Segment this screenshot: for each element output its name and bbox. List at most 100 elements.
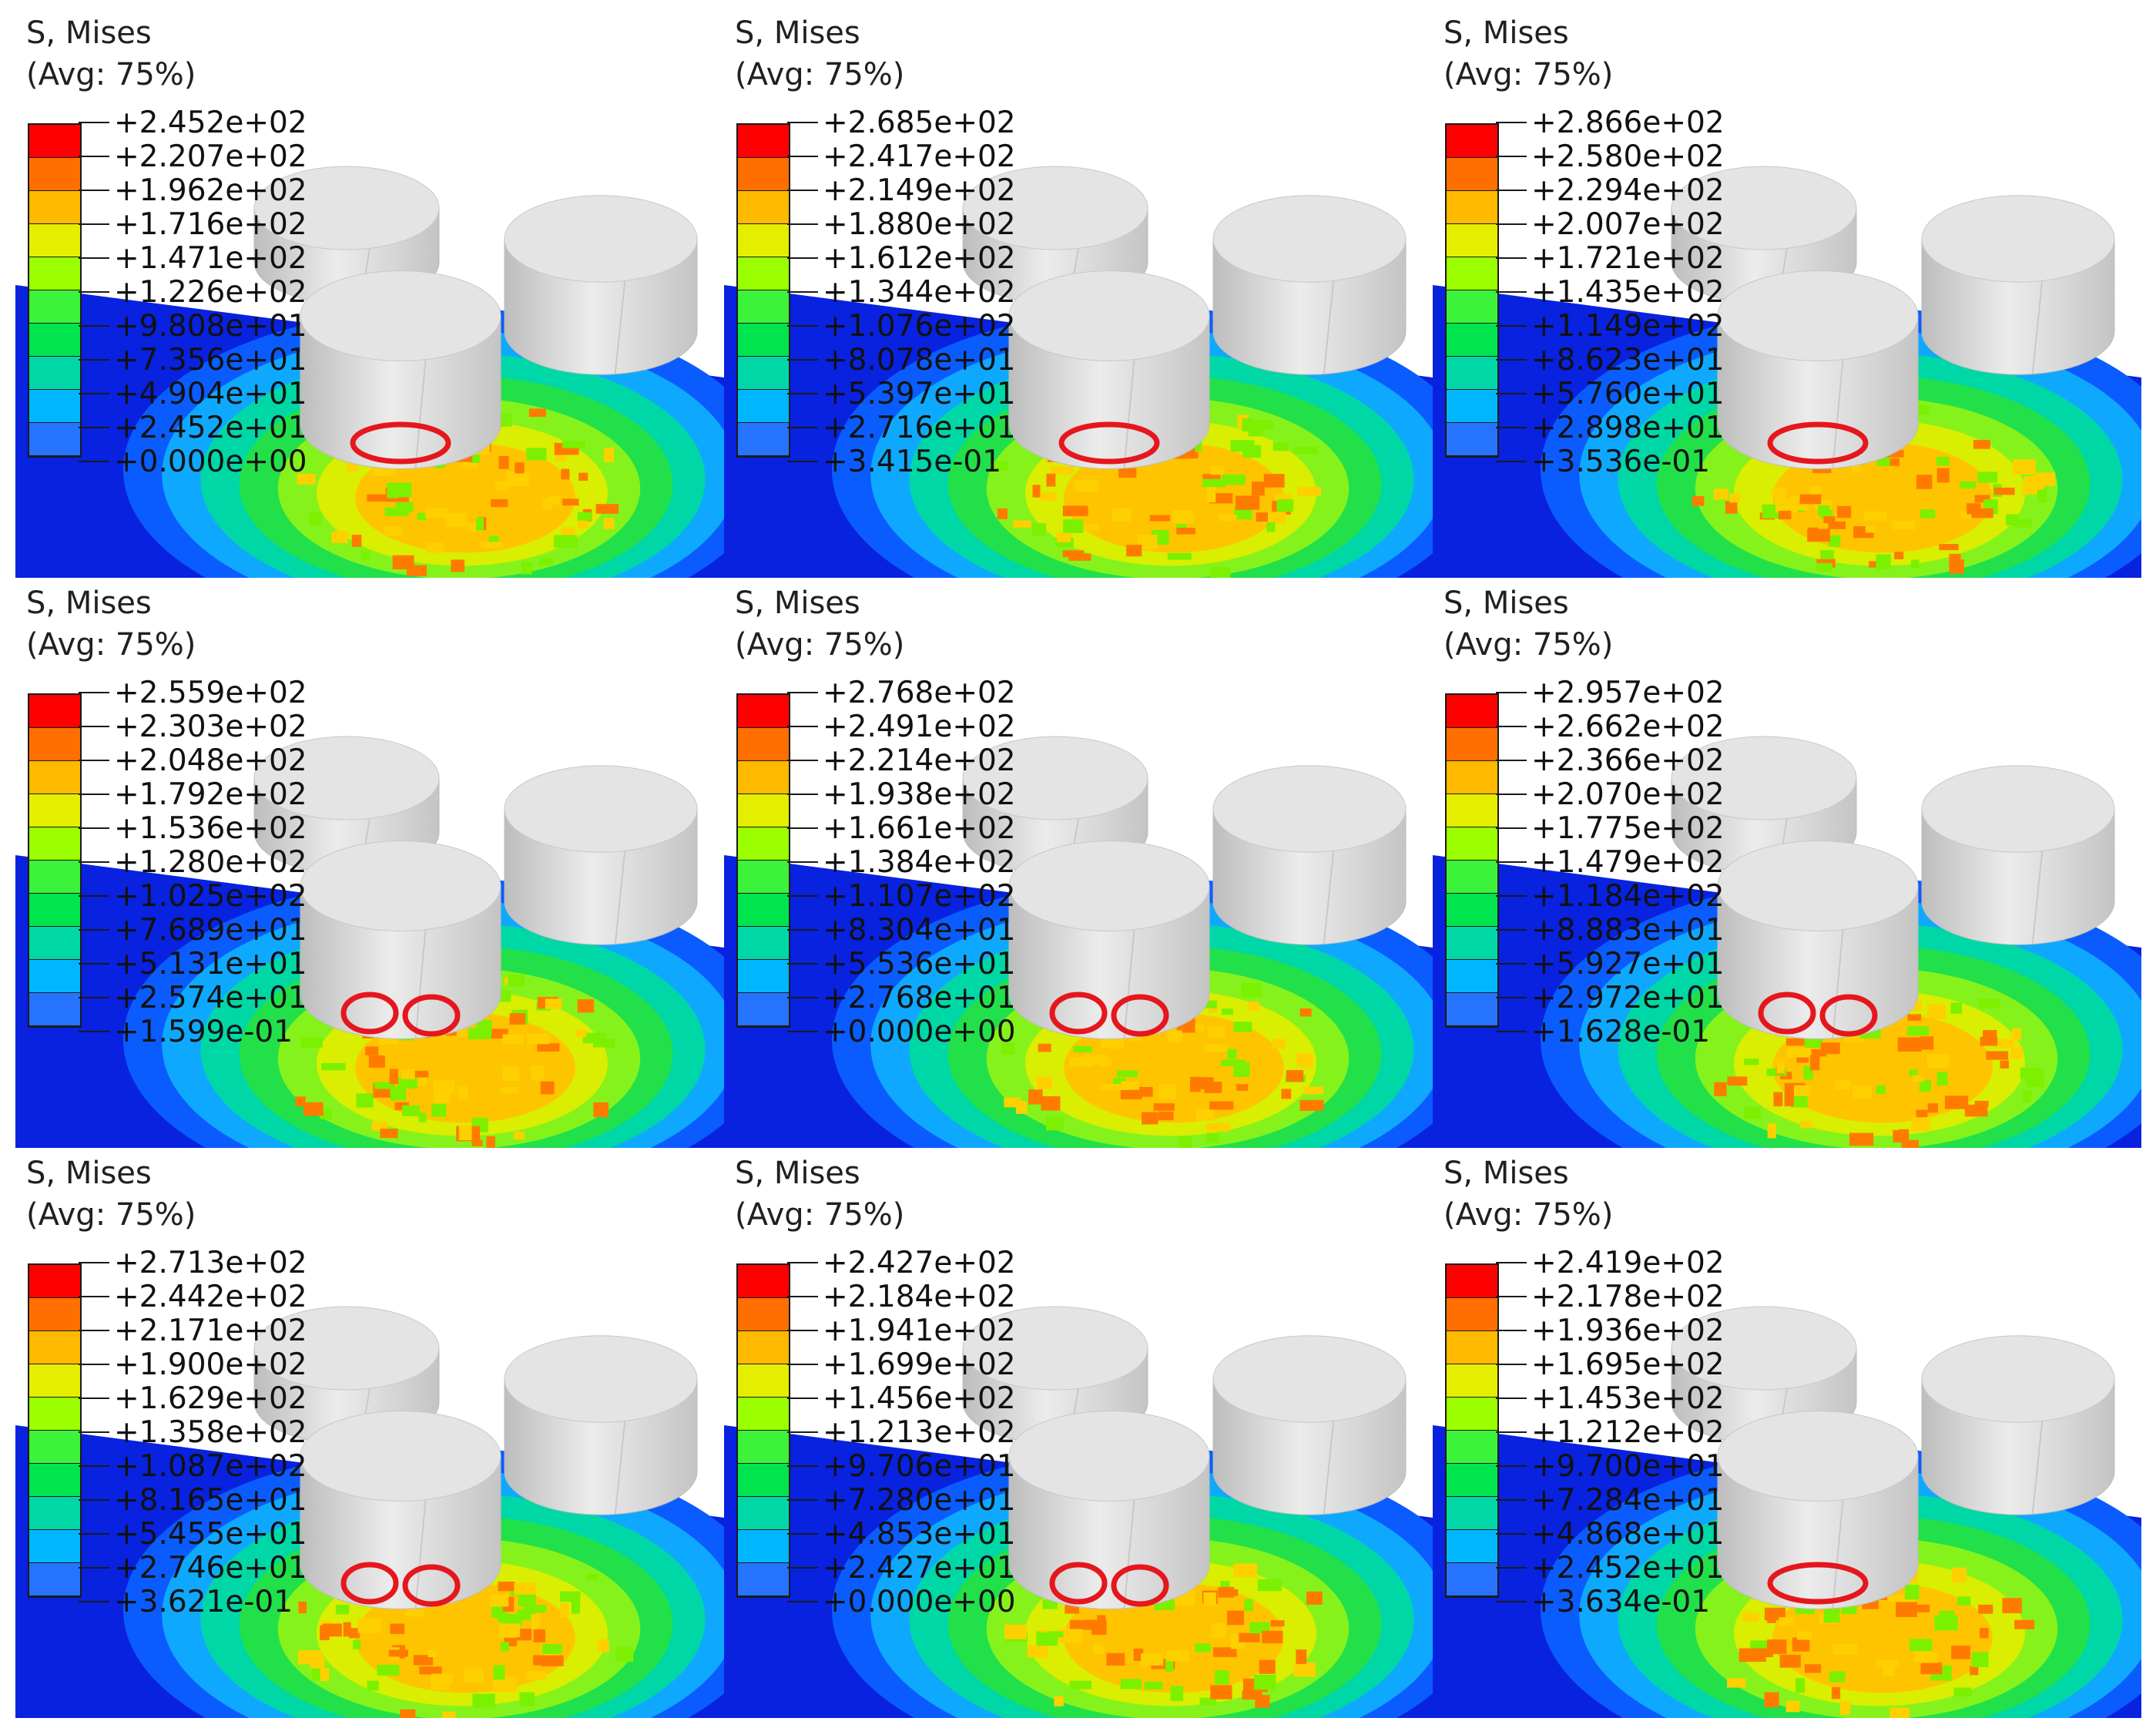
stress-hotspot [1040,492,1058,501]
stress-hotspot [575,1029,587,1038]
red-ellipse-marker-icon [350,421,451,465]
legend-variable: S, Mises [26,586,152,621]
legend-value: +2.070e+02 [1531,777,1725,812]
legend-tick: +2.207e+02 [79,140,510,174]
stress-hotspot [2023,475,2045,490]
stress-hotspot [1864,511,1887,522]
stress-hotspot [1138,535,1158,550]
stress-hotspot [586,1574,599,1581]
cylinder-tool-icon [300,270,501,469]
stress-hotspot [498,455,509,469]
legend-averaging: (Avg: 75%) [1443,1197,1614,1233]
legend-tick: +2.178e+02 [1496,1280,1927,1314]
legend-averaging: (Avg: 75%) [26,627,196,663]
stress-hotspot [1004,1624,1027,1639]
legend-title: S, Mises (Avg: 75%) [26,1153,196,1236]
stress-hotspot [1779,1654,1801,1668]
legend-swatch [738,1265,789,1298]
legend-tick: +3.634e-01 [1496,1585,1927,1619]
stress-hotspot [1233,1563,1257,1578]
cylinder-tool-icon [1717,270,1919,469]
stress-hotspot [1883,450,1904,458]
stress-hotspot [1296,1052,1313,1068]
legend-swatch [738,1563,789,1596]
stress-hotspot [1739,1648,1758,1663]
stress-hotspot [1907,1014,1922,1022]
stress-hotspot [513,1131,525,1140]
legend-tick: +7.284e+01 [1496,1484,1927,1518]
legend-swatch [738,827,789,861]
legend-tick: +2.048e+02 [79,744,510,778]
legend-tick: +3.415e-01 [787,445,1219,479]
legend-tick: +5.760e+01 [1496,377,1927,411]
stress-hotspot [1064,507,1088,515]
stress-hotspot [1206,487,1216,503]
stress-hotspot [431,1673,453,1684]
stress-field-render [1433,1306,2141,1718]
stress-hotspot [1293,446,1318,455]
stress-hotspot [335,1605,350,1615]
stress-hotspot [1242,1690,1262,1700]
stress-contour-band [1772,1012,1993,1123]
stress-hotspot [523,1605,547,1613]
stress-hotspot [1920,509,1936,518]
legend-value: +5.397e+01 [823,377,1016,411]
stress-hotspot [561,468,570,480]
legend-tick: +3.621e-01 [79,1585,510,1619]
stress-hotspot [1056,532,1071,542]
legend-tick: +0.000e+00 [79,445,510,479]
stress-hotspot [538,558,554,565]
legend-value: +3.634e-01 [1531,1585,1711,1619]
stress-hotspot [1013,520,1031,528]
stress-hotspot [562,498,579,506]
legend-swatch [738,728,789,761]
stress-hotspot [1957,1596,1971,1606]
stress-hotspot [2012,459,2036,475]
legend-values: +2.866e+02 +2.580e+02 +2.294e+02 +2.007e+02… [1496,106,1927,479]
legend-averaging: (Avg: 75%) [1443,627,1614,663]
stress-hotspot [537,1043,560,1052]
legend-swatch [1447,894,1497,927]
legend-swatch [738,761,789,794]
stress-hotspot [1729,493,1740,503]
stress-hotspot [1916,475,1933,489]
legend-tick: +1.661e+02 [787,812,1219,846]
legend-tick: +1.453e+02 [1496,1382,1927,1416]
stress-hotspot [392,555,414,569]
stress-hotspot [597,1639,609,1653]
legend-color-bar [736,1263,790,1598]
stress-hotspot [1248,1002,1260,1011]
stress-hotspot [1303,1086,1323,1095]
stress-hotspot [431,1103,447,1117]
legend-tick: +5.397e+01 [787,377,1219,411]
legend-tick: +1.716e+02 [79,208,510,242]
legend-title: S, Mises (Avg: 75%) [1443,582,1613,666]
legend-tick: +2.713e+02 [79,1247,510,1280]
legend-tick: +0.000e+00 [787,1585,1219,1619]
stress-hotspot [1797,1631,1812,1640]
stress-hotspot [322,1623,342,1637]
stress-hotspot [298,1601,307,1614]
legend-swatch [1447,158,1497,191]
stress-hotspot [593,1102,609,1118]
stress-hotspot [1971,508,1993,518]
stress-hotspot [519,1692,535,1706]
stress-hotspot [1910,559,1920,569]
legend-swatch [29,695,80,728]
stress-hotspot [424,507,448,518]
stress-hotspot [1828,535,1841,547]
stress-hotspot [397,1077,417,1089]
stress-hotspot [1046,1116,1064,1131]
legend-value: +1.212e+02 [1531,1415,1725,1450]
stress-hotspot [1293,1662,1316,1677]
stress-hotspot [1894,552,1904,559]
legend-tick: +1.962e+02 [79,174,510,208]
stress-hotspot [1074,479,1095,490]
stress-hotspot [1961,511,1980,519]
legend-swatch [738,125,789,158]
legend-value: +2.746e+01 [114,1551,307,1585]
stress-hotspot [1037,1076,1053,1090]
stress-hotspot [1727,1678,1746,1688]
legend-tick: +1.456e+02 [787,1382,1219,1416]
contour-panel-8: S, Mises (Avg: 75%) +2.427e+02 +2.184e+02 +1… [724,1148,1434,1718]
